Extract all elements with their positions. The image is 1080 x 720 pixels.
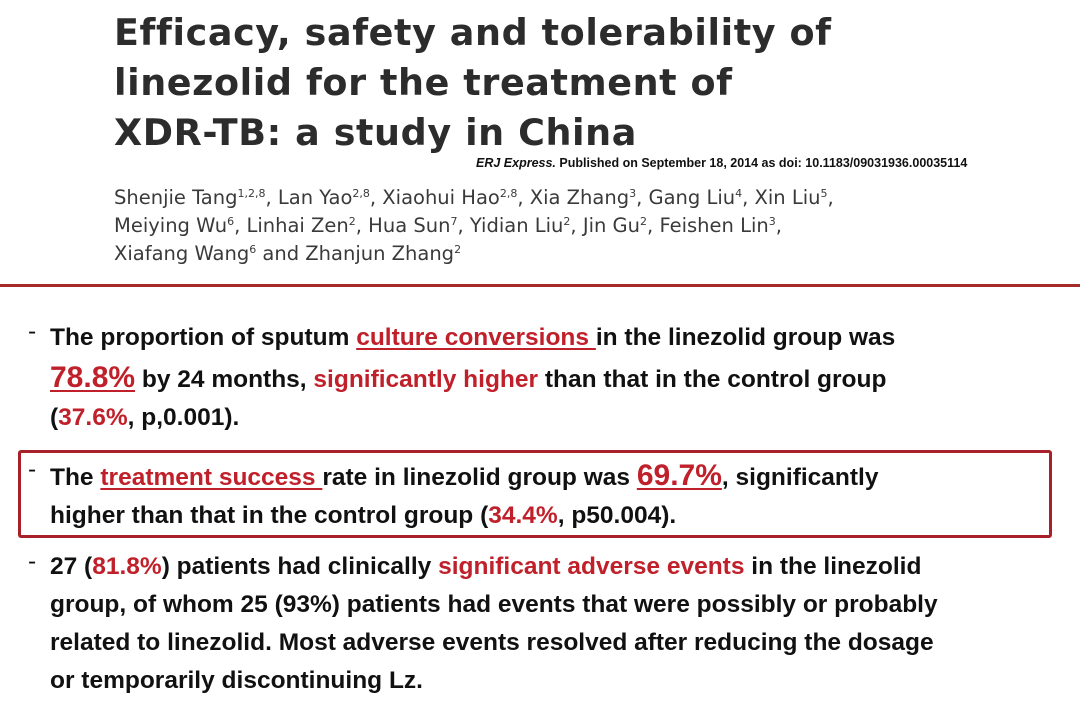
- author-affiliation: 7: [450, 215, 458, 228]
- bullet-line: 78.8% by 24 months, significantly higher…: [50, 358, 1070, 398]
- text-run: , p50.004).: [557, 502, 677, 529]
- author-separator: ,: [647, 214, 660, 237]
- bullet-line: 27 (81.8%) patients had clinically signi…: [50, 548, 1070, 586]
- text-run: , significantly: [721, 464, 879, 491]
- author-name: Linhai Zen: [246, 214, 349, 237]
- author-affiliation: 1,2,8: [237, 187, 266, 200]
- text-run: The proportion of sputum: [50, 324, 357, 351]
- author-affiliation: 2,8: [499, 187, 518, 200]
- text-run: higher than that in the control group (: [50, 502, 489, 529]
- text-run: rate in linezolid group was: [322, 464, 637, 491]
- bullet-dash: -: [28, 318, 37, 345]
- text-run: 27 (: [50, 553, 93, 580]
- author-affiliation: 2: [563, 215, 571, 228]
- author-line: Meiying Wu6, Linhai Zen2, Hua Sun7, Yidi…: [114, 212, 1014, 240]
- author-affiliation: 2: [640, 215, 648, 228]
- text-run: (: [50, 404, 59, 431]
- author-affiliation: 2,8: [352, 187, 370, 200]
- text-run: The: [50, 464, 101, 491]
- author-affiliation: 3: [768, 215, 776, 228]
- author-separator: ,: [457, 214, 470, 237]
- text-run: than that in the control group: [538, 366, 887, 393]
- author-separator: ,: [742, 186, 755, 209]
- author-separator: ,: [570, 214, 583, 237]
- header-divider: [0, 284, 1080, 287]
- author-affiliation: 6: [249, 243, 257, 256]
- author-separator: ,: [636, 186, 649, 209]
- author-separator: ,: [775, 214, 782, 237]
- author-name: Meiying Wu: [114, 214, 228, 237]
- author-separator: ,: [234, 214, 247, 237]
- author-separator: ,: [355, 214, 369, 237]
- author-affiliation: 2: [454, 243, 462, 256]
- author-separator: and: [256, 242, 306, 265]
- author-separator: ,: [517, 186, 530, 209]
- author-affiliation: 2: [348, 215, 356, 228]
- paper-title: Efficacy, safety and tolerability of lin…: [114, 8, 874, 158]
- highlighted-percentage: 37.6%: [58, 404, 128, 431]
- bullet-line: related to linezolid. Most adverse event…: [50, 629, 934, 656]
- highlighted-percentage: 69.7%: [636, 459, 722, 492]
- author-name: Gang Liu: [648, 186, 736, 209]
- author-affiliation: 4: [735, 187, 743, 200]
- bullet-line: (37.6%, p,0.001).: [50, 398, 1070, 438]
- publication-info: ERJ Express. Published on September 18, …: [476, 156, 967, 170]
- author-list: Shenjie Tang1,2,8, Lan Yao2,8, Xiaohui H…: [114, 184, 1014, 268]
- highlighted-percentage: 81.8%: [92, 553, 162, 580]
- text-run: in the linezolid group was: [595, 324, 896, 351]
- highlighted-percentage: 34.4%: [488, 502, 558, 529]
- published-date-doi: Published on September 18, 2014 as doi: …: [555, 156, 968, 170]
- author-name: Xia Zhang: [529, 186, 630, 209]
- highlighted-percentage: 78.8%: [50, 361, 136, 394]
- author-affiliation: 3: [629, 187, 637, 200]
- highlighted-term: treatment success: [100, 464, 323, 491]
- bullet-line: or temporarily discontinuing Lz.: [50, 667, 423, 694]
- author-separator: ,: [827, 186, 834, 209]
- author-name: Lan Yao: [277, 186, 353, 209]
- author-line: Xiafang Wang6 and Zhanjun Zhang2: [114, 240, 1014, 268]
- highlighted-term: culture conversions: [356, 324, 596, 351]
- highlight-box: [18, 450, 1052, 538]
- author-name: Jin Gu: [582, 214, 641, 237]
- author-name: Yidian Liu: [469, 214, 564, 237]
- bullet-text: The proportion of sputum culture convers…: [50, 318, 1070, 438]
- bullet-dash: -: [28, 548, 37, 575]
- bullet-line: The proportion of sputum culture convers…: [50, 318, 1070, 358]
- author-affiliation: 5: [820, 187, 828, 200]
- author-affiliation: 6: [227, 215, 235, 228]
- author-name: Feishen Lin: [659, 214, 769, 237]
- text-run: in the linezolid: [744, 553, 922, 580]
- highlighted-term: significantly higher: [313, 366, 539, 393]
- highlighted-term: significant adverse events: [438, 553, 745, 580]
- author-separator: ,: [369, 186, 383, 209]
- author-name: Hua Sun: [368, 214, 451, 237]
- bullet-line: group, of whom 25 (93%) patients had eve…: [50, 591, 938, 618]
- author-line: Shenjie Tang1,2,8, Lan Yao2,8, Xiaohui H…: [114, 184, 1014, 212]
- bullet-line: higher than that in the control group (3…: [50, 496, 1070, 536]
- author-name: Xiafang Wang: [114, 242, 250, 265]
- author-name: Xiaohui Hao: [382, 186, 500, 209]
- paper-title-line: linezolid for the treatment of: [114, 61, 733, 104]
- paper-header-image: Efficacy, safety and tolerability of lin…: [0, 0, 1080, 284]
- text-run: , p,0.001).: [127, 404, 240, 431]
- bullet-text: 27 (81.8%) patients had clinically signi…: [50, 548, 1070, 700]
- author-name: Xin Liu: [754, 186, 821, 209]
- bullet-text: The treatment success rate in linezolid …: [50, 456, 1070, 536]
- paper-title-line: Efficacy, safety and tolerability of: [114, 11, 832, 54]
- journal-name: ERJ Express.: [476, 156, 556, 170]
- text-run: ) patients had clinically: [161, 553, 439, 580]
- bullet-line: The treatment success rate in linezolid …: [50, 456, 1070, 496]
- text-run: by 24 months,: [135, 366, 314, 393]
- author-name: Zhanjun Zhang: [305, 242, 455, 265]
- author-name: Shenjie Tang: [114, 186, 238, 209]
- paper-title-line: XDR-TB: a study in China: [114, 111, 637, 154]
- author-separator: ,: [265, 186, 278, 209]
- bullet-dash: -: [28, 456, 37, 483]
